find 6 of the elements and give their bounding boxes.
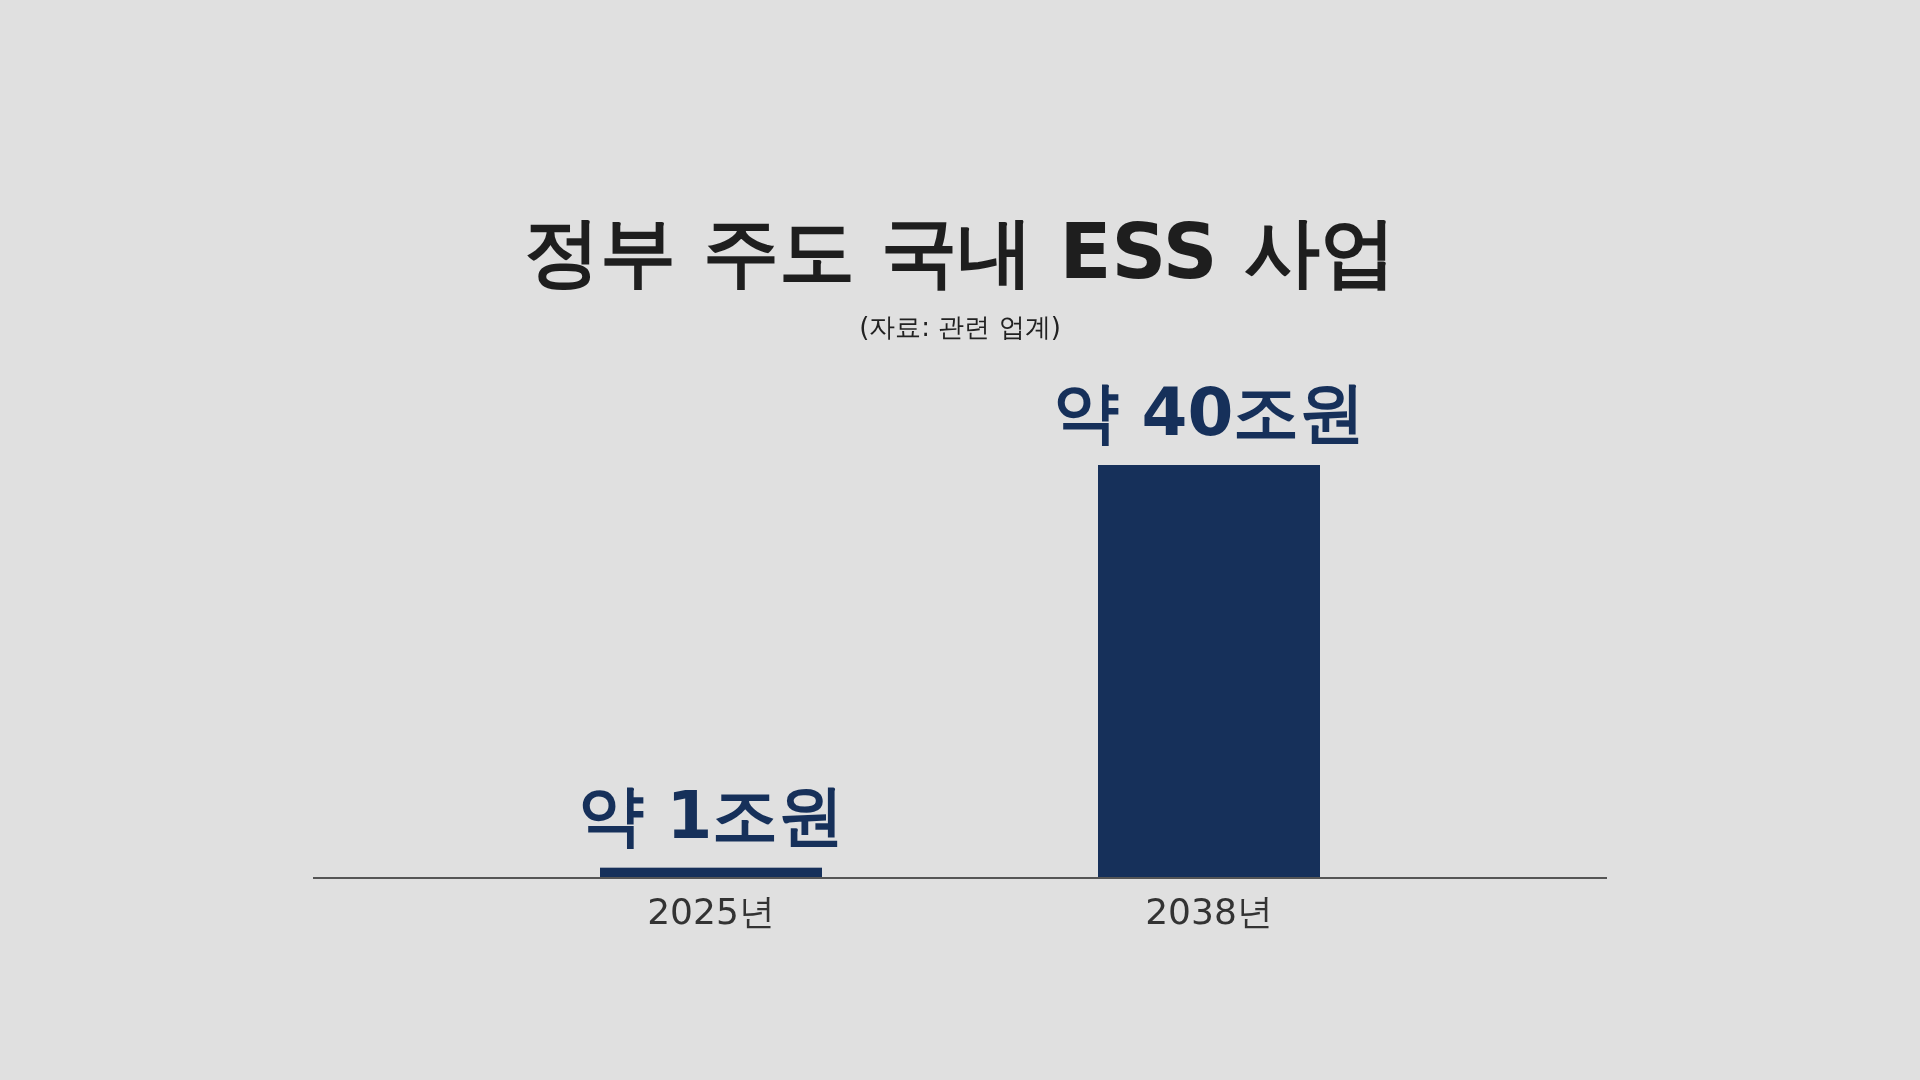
chart-title: 정부 주도 국내 ESS 사업 <box>524 207 1396 296</box>
x-tick-label: 2025년 <box>647 891 775 932</box>
data-label: 약 40조원 <box>1052 374 1366 451</box>
data-label: 약 1조원 <box>577 776 845 854</box>
x-tick-label: 2038년 <box>1145 891 1273 932</box>
chart-subtitle: (자료: 관련 업계) <box>859 312 1061 342</box>
